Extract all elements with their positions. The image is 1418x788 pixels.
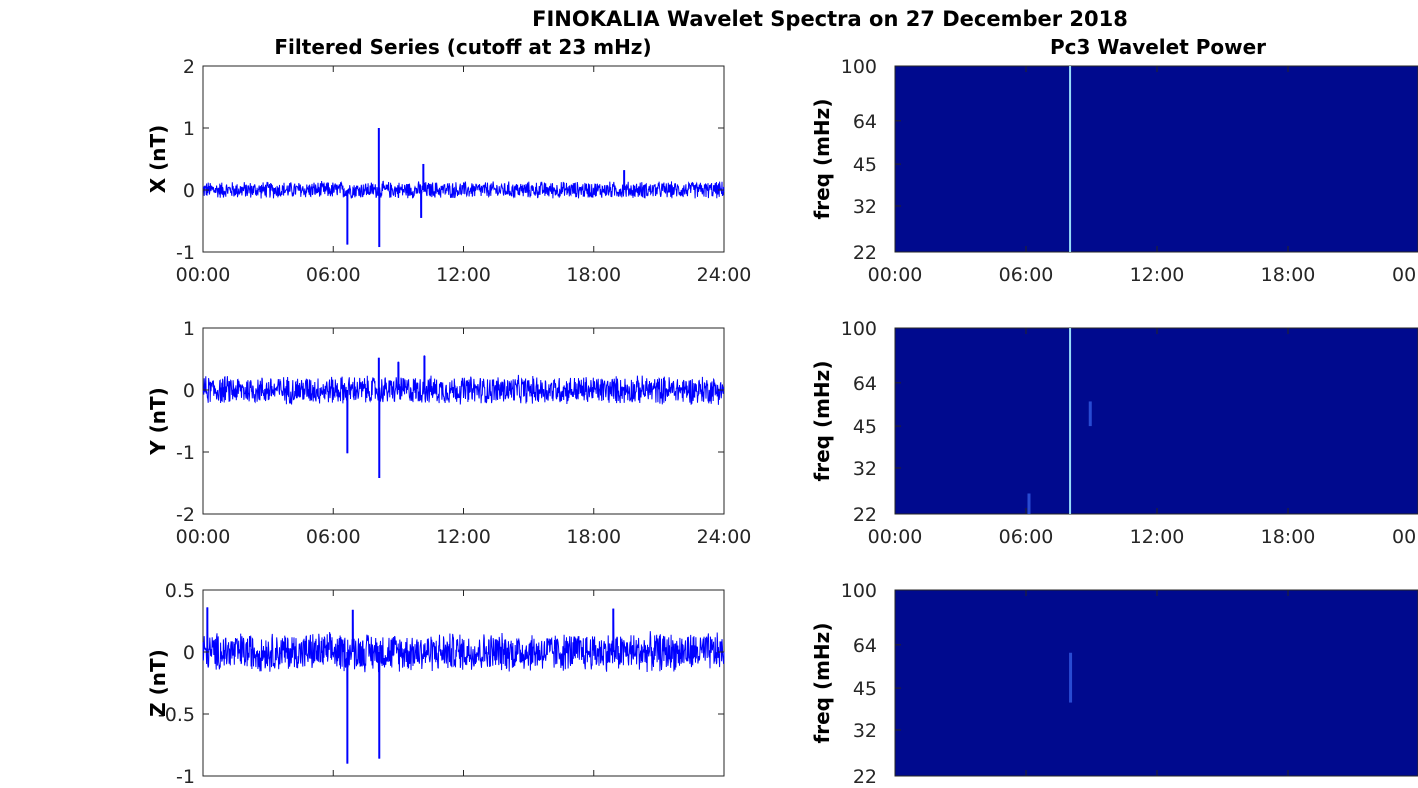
series-line [202, 607, 725, 764]
wavelet-panel-3: 100 64 45 32 22 freq (mHz) [810, 580, 1418, 788]
power-feature-2 [1088, 401, 1092, 427]
y-tick-label: 64 [853, 111, 877, 133]
y-axis-label: Y (nT) [146, 387, 170, 456]
x-tick-label: 12:00 [1130, 526, 1185, 548]
x-tick-label: 00:00 [176, 264, 231, 286]
y-tick-label: 100 [841, 56, 877, 78]
left-column-title: Filtered Series (cutoff at 23 mHz) [274, 35, 651, 59]
x-tick-label: 18:00 [566, 264, 621, 286]
spectrogram [894, 327, 1418, 515]
series-line [202, 127, 725, 248]
y-tick-label: 1 [183, 118, 195, 140]
y-tick-label: 22 [853, 242, 877, 264]
x-tick-label: 06:00 [306, 264, 361, 286]
y-axis-label: freq (mHz) [810, 99, 834, 220]
series-line [202, 355, 725, 479]
y-tick-label: 0 [183, 642, 195, 664]
y-tick-label: 0.5 [165, 580, 195, 602]
series-panel-3: 0.5 0 -0.5 -1 Z (nT) [146, 580, 725, 788]
y-tick-label: -1 [176, 766, 195, 788]
x-tick-label: 06:00 [999, 526, 1054, 548]
y-tick-label: 22 [853, 504, 877, 526]
x-tick-label: 12:00 [1130, 264, 1185, 286]
y-tick-label: 0 [183, 180, 195, 202]
x-tick-label: 18:00 [1261, 526, 1316, 548]
y-tick-label: 32 [853, 720, 877, 742]
plot-area [202, 589, 725, 777]
y-tick-label: 100 [841, 318, 877, 340]
y-tick-label: 64 [853, 373, 877, 395]
y-tick-label: 64 [853, 635, 877, 657]
y-tick-label: -2 [176, 504, 195, 526]
y-tick-label: 100 [841, 580, 877, 602]
spectrogram [894, 589, 1418, 777]
y-axis-label: Z (nT) [146, 649, 170, 717]
y-tick-label: 22 [853, 766, 877, 788]
right-column-title: Pc3 Wavelet Power [1050, 35, 1266, 59]
x-tick-label: 24:00 [697, 264, 752, 286]
y-tick-label: -1 [176, 442, 195, 464]
y-tick-label: 45 [853, 678, 877, 700]
x-tick-label: 00 [1392, 264, 1416, 286]
power-feature-3 [1027, 493, 1031, 514]
series-panel-1: 2 1 0 -100:00 06:00 12:00 18:00 24:00 X (nT) [146, 56, 751, 286]
x-tick-label: 00 [1392, 526, 1416, 548]
x-tick-label: 00:00 [868, 264, 923, 286]
y-axis-label: freq (mHz) [810, 361, 834, 482]
figure-title: FINOKALIA Wavelet Spectra on 27 December… [532, 7, 1128, 31]
y-tick-label: 32 [853, 458, 877, 480]
x-tick-label: 12:00 [436, 526, 491, 548]
x-tick-label: 18:00 [566, 526, 621, 548]
y-tick-label: 45 [853, 154, 877, 176]
x-tick-label: 06:00 [306, 526, 361, 548]
y-tick-label: 32 [853, 196, 877, 218]
power-feature-1 [1069, 652, 1073, 703]
plot-area [202, 327, 725, 515]
x-tick-label: 06:00 [999, 264, 1054, 286]
y-tick-label: 2 [183, 56, 195, 78]
spectrogram [894, 65, 1418, 253]
x-tick-label: 00:00 [176, 526, 231, 548]
y-tick-label: -0.5 [158, 704, 195, 726]
y-tick-label: -1 [176, 242, 195, 264]
power-feature-1 [1069, 328, 1072, 514]
x-tick-label: 24:00 [697, 526, 752, 548]
y-tick-label: 0 [183, 380, 195, 402]
power-feature-1 [1069, 66, 1072, 252]
x-tick-label: 12:00 [436, 264, 491, 286]
y-axis-label: X (nT) [146, 125, 170, 194]
x-tick-label: 18:00 [1261, 264, 1316, 286]
plot-area [202, 65, 725, 253]
x-tick-label: 00:00 [868, 526, 923, 548]
y-tick-label: 45 [853, 416, 877, 438]
series-panel-2: 1 0 -1 -200:00 06:00 12:00 18:00 24:00 Y (nT) [146, 318, 751, 548]
y-axis-label: freq (mHz) [810, 623, 834, 744]
y-tick-label: 1 [183, 318, 195, 340]
